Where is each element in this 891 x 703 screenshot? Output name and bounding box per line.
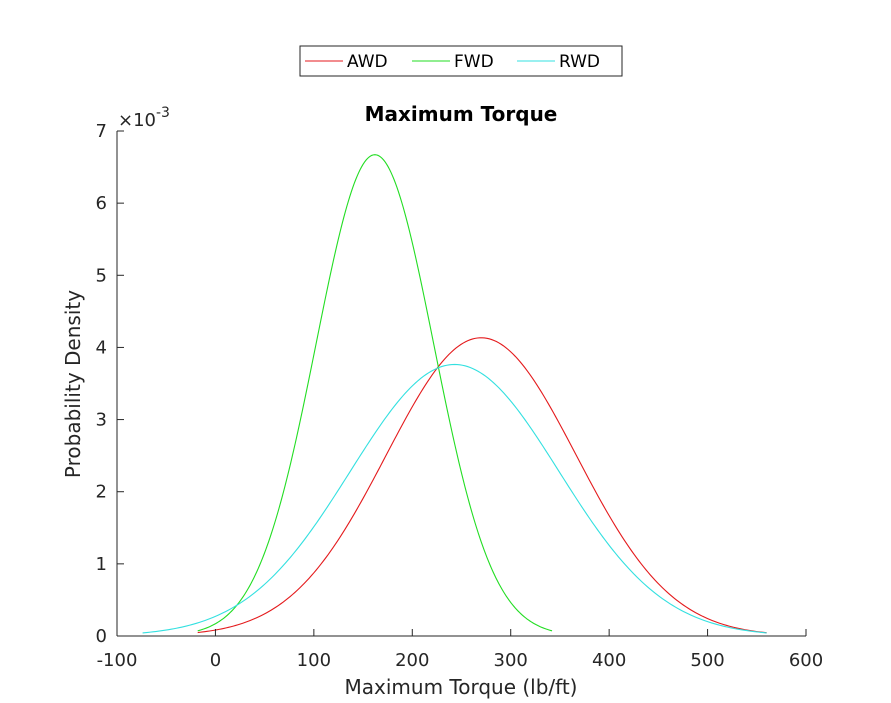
y-tick-label: 7 <box>96 121 107 142</box>
x-tick-label: 500 <box>690 650 724 671</box>
x-axis-label: Maximum Torque (lb/ft) <box>345 675 578 699</box>
x-tick-label: 100 <box>297 650 331 671</box>
y-exponent-base: ×10 <box>118 110 156 131</box>
legend-label-rwd: RWD <box>559 52 600 72</box>
x-tick-label: 300 <box>494 650 528 671</box>
y-tick-label: 5 <box>96 265 107 286</box>
chart-title: Maximum Torque <box>365 102 558 126</box>
x-tick-label: 0 <box>210 650 221 671</box>
x-tick-label: 400 <box>592 650 626 671</box>
y-exponent-label: ×10-3 <box>118 105 170 131</box>
series-line-rwd <box>142 363 767 634</box>
y-tick-label: 0 <box>96 626 107 647</box>
y-tick-label: 2 <box>96 482 107 503</box>
y-axis-label: Probability Density <box>61 290 85 478</box>
legend-label-fwd: FWD <box>454 52 494 72</box>
series-line-fwd <box>197 154 553 632</box>
y-tick-label: 6 <box>96 193 107 214</box>
y-ticks: 0 1 2 3 4 5 6 7 <box>96 121 124 647</box>
series-layer <box>142 154 767 634</box>
legend-box <box>299 45 623 77</box>
y-tick-label: 4 <box>96 337 107 358</box>
axes: -100 0 100 200 300 400 500 600 0 1 2 3 4 5 6 7 <box>96 121 824 671</box>
legend-label-awd: AWD <box>347 52 388 72</box>
x-tick-label: 200 <box>395 650 429 671</box>
x-tick-label: 600 <box>789 650 823 671</box>
y-tick-label: 3 <box>96 410 107 431</box>
legend: AWD FWD RWD <box>299 45 623 77</box>
y-tick-label: 1 <box>96 554 107 575</box>
x-tick-label: -100 <box>97 650 138 671</box>
y-exponent-power: -3 <box>156 105 170 121</box>
series-line-awd <box>197 337 767 634</box>
x-ticks: -100 0 100 200 300 400 500 600 <box>97 629 823 671</box>
plot-area <box>117 131 806 636</box>
